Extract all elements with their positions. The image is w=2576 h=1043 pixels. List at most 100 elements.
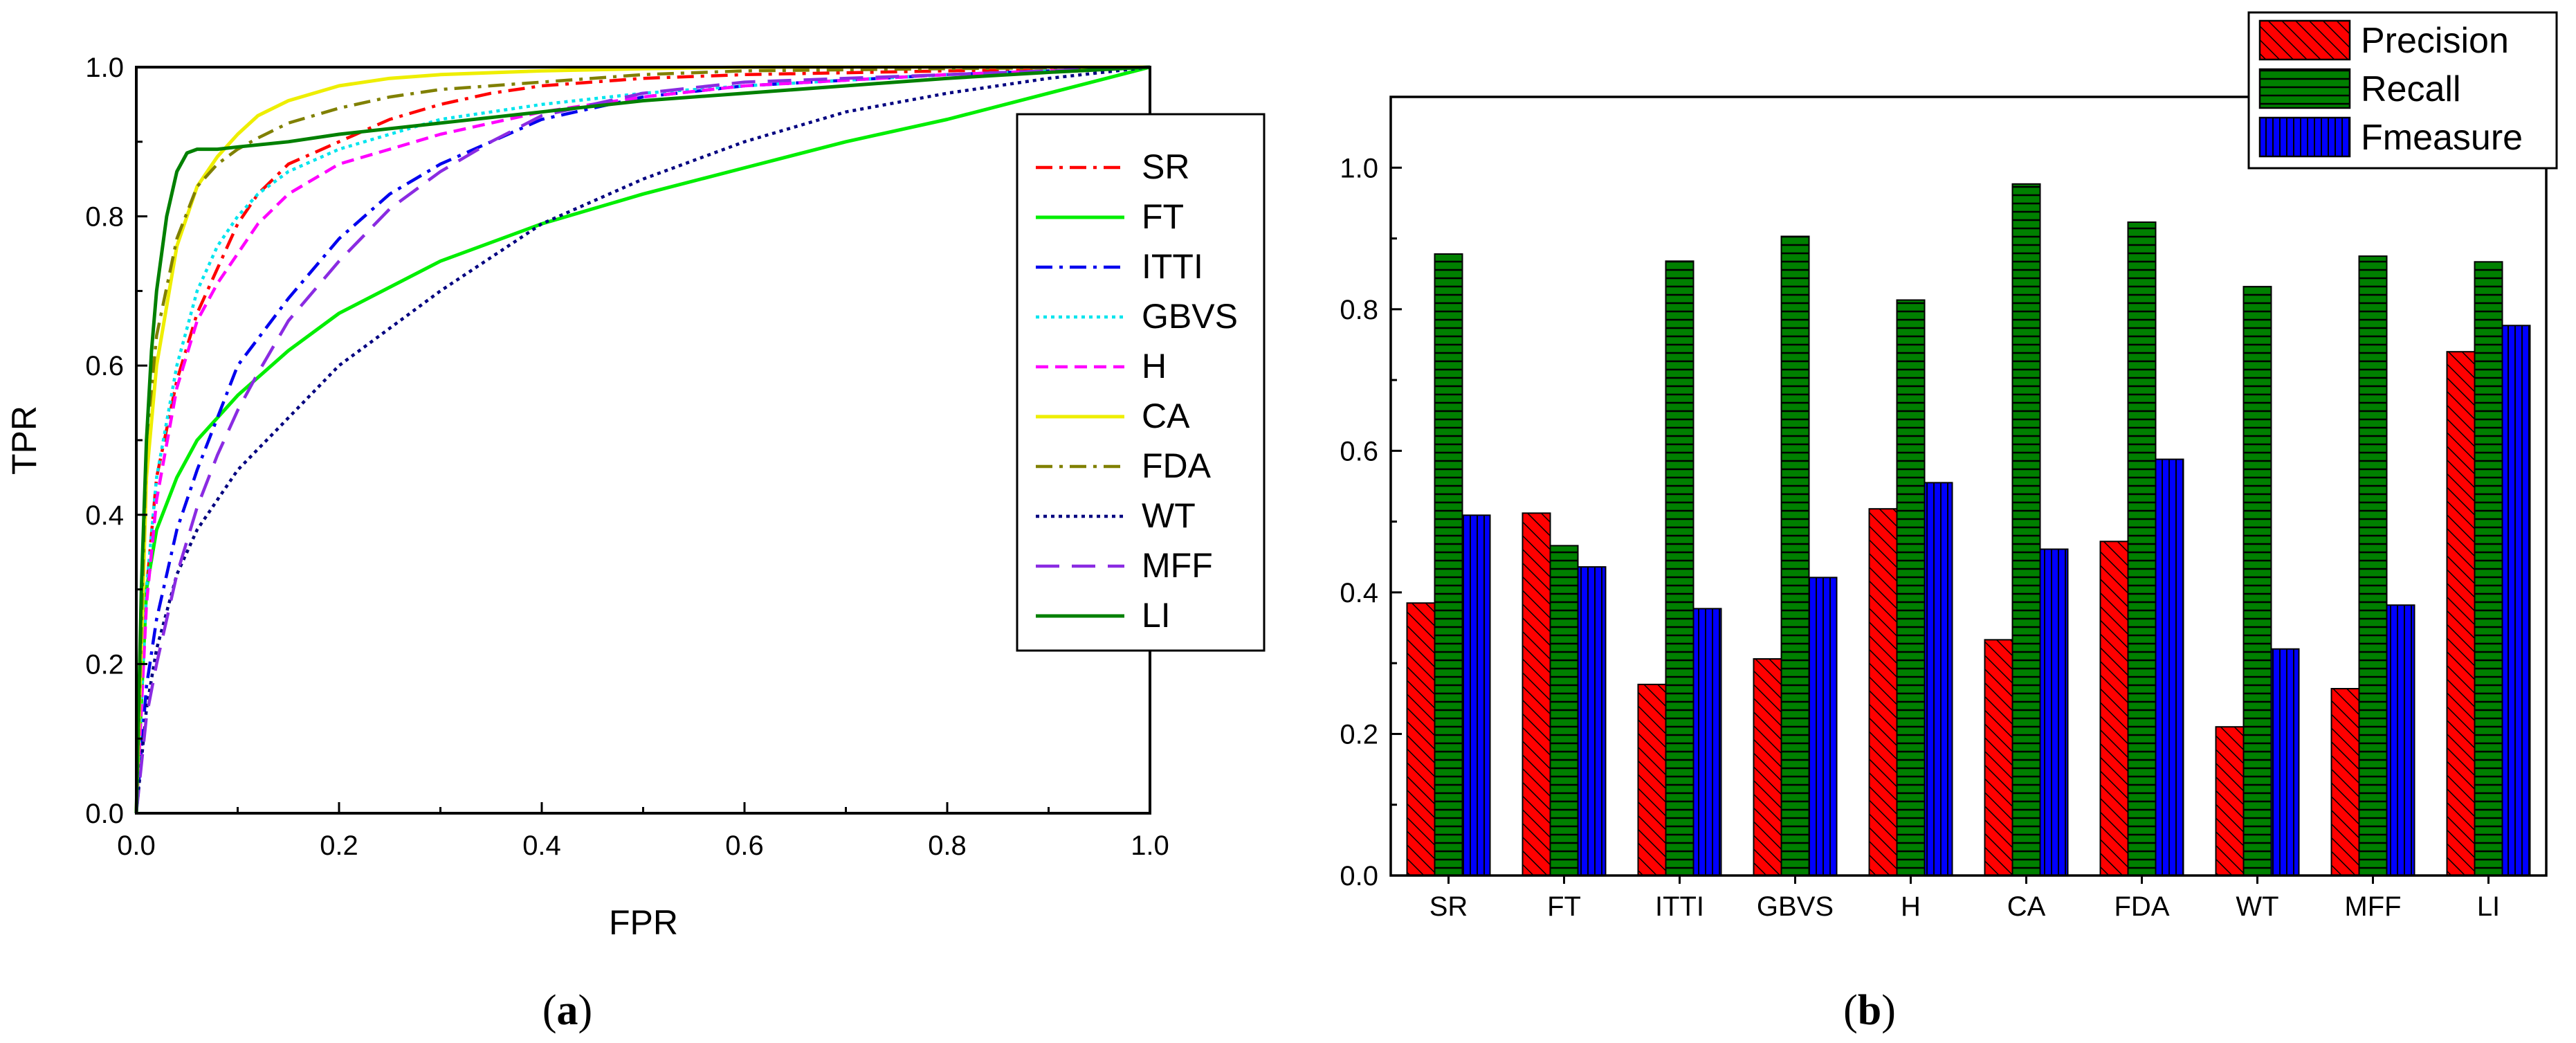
roc-x-tick-label: 1.0 [1131,831,1169,861]
bar-recall-wt [2242,286,2272,877]
roc-y-tick-label: 1.0 [85,53,124,83]
bar-plot-frame [1389,96,2548,877]
bar-x-tick-label: WT [2236,891,2278,922]
bar-recall-li [2474,261,2503,876]
roc-legend-label-itti: ITTI [1142,247,1203,286]
bar-precision-ca [1984,639,2013,877]
roc-legend-frame [1016,113,1266,652]
roc-y-axis-title: TPR [5,406,44,475]
roc-legend-label-ft: FT [1142,197,1184,236]
roc-line-fda [134,65,1151,814]
bar-recall-h [1896,299,1926,876]
bar-x-ticks: SR FT ITTI GBVS H CA FDA WT MFF LI [1429,876,2500,922]
roc-y-tick-label: 0.2 [85,649,124,680]
bar-recall-itti [1665,260,1695,876]
roc-line-wt [134,65,1151,814]
panel-b-label: (b) [1843,987,1896,1034]
bar-legend-swatch-fmeasure [2258,116,2351,158]
roc-line-gbvs [134,65,1151,814]
bar-y-ticks: 0.0 0.2 0.4 0.6 0.8 1.0 [1340,96,1402,891]
bar-x-tick-label: FT [1547,891,1581,922]
bar-legend-label-fmeasure: Fmeasure [2361,118,2523,158]
roc-x-ticks: 0.0 0.2 0.4 0.6 0.8 1.0 [117,802,1169,861]
roc-legend-label-fda: FDA [1142,446,1212,485]
roc-legend-label-ca: CA [1142,397,1190,435]
bar-fmeasure-ft [1577,566,1607,876]
roc-y-ticks: 0.0 0.2 0.4 0.6 0.8 1.0 [85,53,147,829]
roc-x-tick-label: 0.4 [522,831,561,861]
roc-x-axis-title: FPR [609,903,678,942]
bar-fmeasure-wt [2270,648,2300,876]
bar-legend-swatch-precision [2258,19,2351,61]
roc-line-li [134,65,1151,814]
bar-precision-li [2446,351,2476,876]
roc-legend-label-sr: SR [1142,147,1189,186]
bar-fmeasure-li [2501,325,2531,876]
bar-x-tick-label: H [1901,891,1921,922]
bar-precision-gbvs [1753,658,1782,876]
bar-precision-itti [1637,683,1667,877]
roc-x-tick-label: 0.6 [725,831,764,861]
roc-x-tick-label: 0.2 [320,831,358,861]
bar-fmeasure-mff [2386,604,2415,876]
bar-recall-ft [1549,545,1579,877]
bar-legend: Precision Recall Fmeasure [2247,11,2558,170]
bar-precision-sr [1406,602,1436,877]
bar-y-tick-label: 0.4 [1340,578,1378,608]
roc-line-mff [134,65,1151,814]
roc-line-ft [134,65,1151,814]
bar-precision-wt [2215,726,2245,876]
roc-legend-label-wt: WT [1142,496,1196,535]
roc-y-tick-label: 0.8 [85,202,124,233]
bar-x-tick-label: MFF [2344,891,2401,922]
bar-fmeasure-itti [1692,608,1722,877]
bar-y-tick-label: 0.8 [1340,295,1378,325]
bar-precision-fda [2099,541,2129,876]
roc-y-tick-label: 0.0 [85,799,124,829]
bar-x-tick-label: FDA [2114,891,2170,922]
panel-a-label: (a) [542,987,592,1034]
roc-y-tick-label: 0.6 [85,351,124,381]
bar-fmeasure-fda [2155,458,2184,876]
roc-x-tick-label: 0.0 [117,831,156,861]
bar-recall-fda [2127,221,2157,876]
roc-legend-label-mff: MFF [1142,546,1213,585]
bar-y-tick-label: 0.6 [1340,436,1378,466]
bar-precision-mff [2330,688,2360,876]
bar-recall-sr [1434,253,1463,876]
bar-recall-ca [2011,183,2041,876]
bar-x-tick-label: ITTI [1655,891,1704,922]
bar-y-tick-label: 1.0 [1340,153,1378,183]
bar-fmeasure-h [1924,482,1953,876]
roc-legend: SR FT ITTI GBVS H CA FDA WT MFF LI [1016,113,1266,652]
roc-series-lines [134,65,1151,814]
roc-legend-label-h: H [1142,347,1167,386]
bar-x-tick-label: GBVS [1757,891,1834,922]
bar-y-tick-label: 0.2 [1340,719,1378,750]
bar-chart: 0.0 0.2 0.4 0.6 0.8 1.0 SR FT ITTI GBVS H CA FDA WT M… [1340,11,2558,1034]
bar-legend-label-recall: Recall [2361,69,2461,109]
roc-legend-label-li: LI [1142,596,1171,635]
bar-y-tick-label: 0.0 [1340,861,1378,891]
roc-legend-label-gbvs: GBVS [1142,297,1238,336]
roc-x-tick-label: 0.8 [928,831,967,861]
bar-fmeasure-ca [2039,548,2069,876]
roc-line-itti [134,65,1151,814]
bar-legend-swatch-recall [2258,68,2351,109]
bar-legend-label-precision: Precision [2361,21,2509,61]
roc-line-h [134,65,1151,814]
bar-x-tick-label: SR [1429,891,1468,922]
bar-fmeasure-gbvs [1808,577,1838,877]
bar-recall-mff [2358,255,2388,877]
bar-x-tick-label: LI [2477,891,2500,922]
bar-precision-h [1868,508,1898,876]
bar-precision-ft [1522,512,1551,876]
bar-marks [1406,183,2531,877]
roc-chart: 0.0 0.2 0.4 0.6 0.8 1.0 0.0 0.2 0.4 0.6 0.8 1.0 FP… [5,53,1266,1034]
bar-x-tick-label: CA [2007,891,2046,922]
bar-recall-gbvs [1780,235,1810,876]
roc-line-sr [134,65,1151,814]
roc-y-tick-label: 0.4 [85,500,124,531]
bar-fmeasure-sr [1461,514,1491,876]
